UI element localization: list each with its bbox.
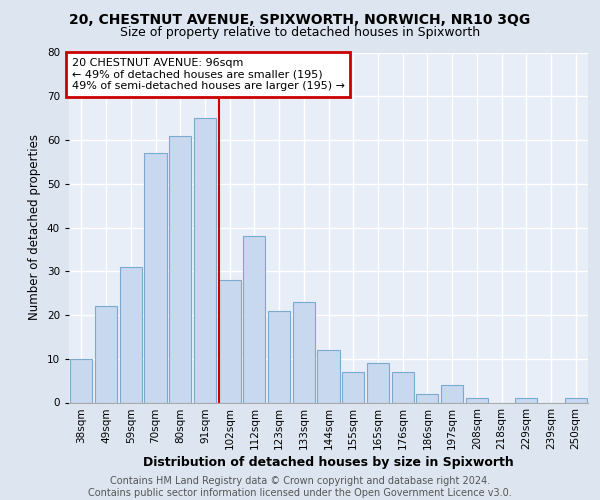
Text: Contains HM Land Registry data © Crown copyright and database right 2024.
Contai: Contains HM Land Registry data © Crown c… <box>88 476 512 498</box>
Bar <box>565 398 587 402</box>
Bar <box>70 359 92 403</box>
Bar <box>441 385 463 402</box>
Text: 20 CHESTNUT AVENUE: 96sqm
← 49% of detached houses are smaller (195)
49% of semi: 20 CHESTNUT AVENUE: 96sqm ← 49% of detac… <box>71 58 344 91</box>
Bar <box>268 310 290 402</box>
Bar <box>416 394 439 402</box>
Bar <box>169 136 191 402</box>
Text: Size of property relative to detached houses in Spixworth: Size of property relative to detached ho… <box>120 26 480 39</box>
Bar <box>145 153 167 402</box>
Bar <box>218 280 241 402</box>
Bar <box>342 372 364 402</box>
Bar <box>392 372 414 402</box>
Bar <box>194 118 216 403</box>
Bar <box>317 350 340 403</box>
Text: 20, CHESTNUT AVENUE, SPIXWORTH, NORWICH, NR10 3QG: 20, CHESTNUT AVENUE, SPIXWORTH, NORWICH,… <box>70 12 530 26</box>
Bar <box>95 306 117 402</box>
Bar <box>515 398 538 402</box>
Bar <box>367 363 389 403</box>
Bar <box>243 236 265 402</box>
X-axis label: Distribution of detached houses by size in Spixworth: Distribution of detached houses by size … <box>143 456 514 469</box>
Bar <box>293 302 315 402</box>
Bar <box>466 398 488 402</box>
Y-axis label: Number of detached properties: Number of detached properties <box>28 134 41 320</box>
Bar <box>119 267 142 402</box>
